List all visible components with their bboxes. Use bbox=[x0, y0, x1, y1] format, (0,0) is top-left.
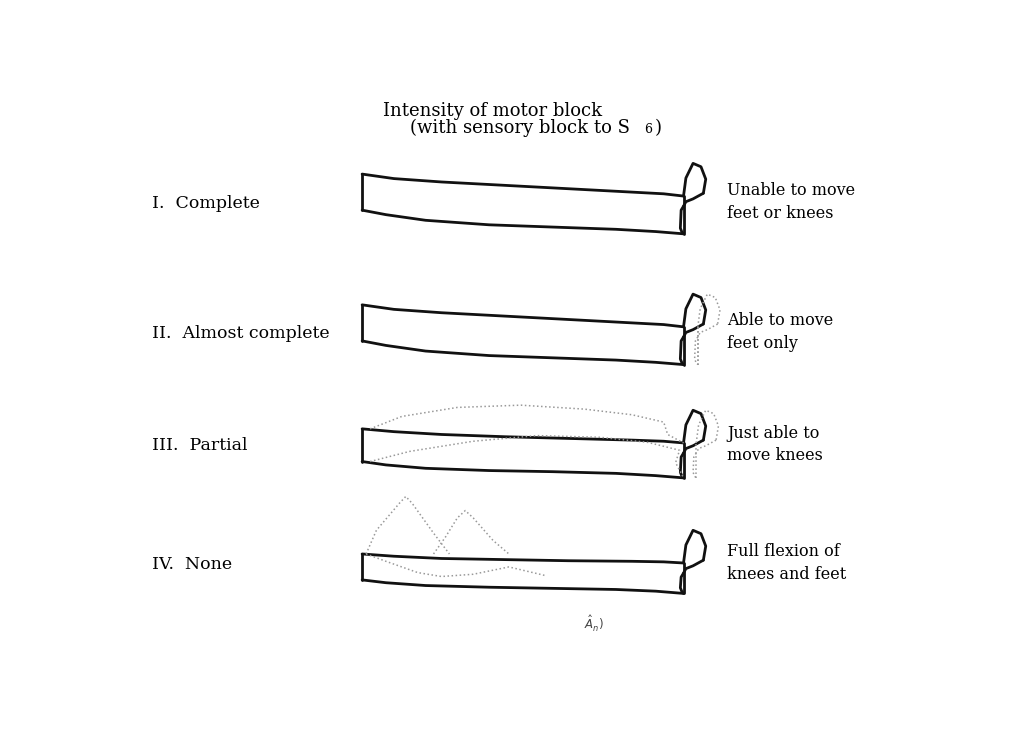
Text: III.  Partial: III. Partial bbox=[152, 437, 248, 455]
Text: feet only: feet only bbox=[727, 335, 798, 351]
Text: Full flexion of: Full flexion of bbox=[727, 543, 840, 560]
Text: II.  Almost complete: II. Almost complete bbox=[152, 324, 330, 342]
Text: (with sensory block to S: (with sensory block to S bbox=[410, 119, 630, 137]
Text: move knees: move knees bbox=[727, 447, 823, 464]
Text: ): ) bbox=[655, 119, 662, 137]
Text: feet or knees: feet or knees bbox=[727, 205, 834, 222]
Text: $\mathregular{\mathit{\hat{A}_{n}}}$): $\mathregular{\mathit{\hat{A}_{n}}}$) bbox=[585, 614, 604, 635]
Text: Unable to move: Unable to move bbox=[727, 182, 855, 200]
Text: Intensity of motor block: Intensity of motor block bbox=[384, 102, 602, 120]
Text: I.  Complete: I. Complete bbox=[152, 195, 260, 212]
Text: knees and feet: knees and feet bbox=[727, 566, 847, 583]
Text: Just able to: Just able to bbox=[727, 425, 819, 442]
Text: Able to move: Able to move bbox=[727, 312, 834, 329]
Text: 6: 6 bbox=[644, 124, 652, 136]
Text: IV.  None: IV. None bbox=[152, 556, 231, 572]
